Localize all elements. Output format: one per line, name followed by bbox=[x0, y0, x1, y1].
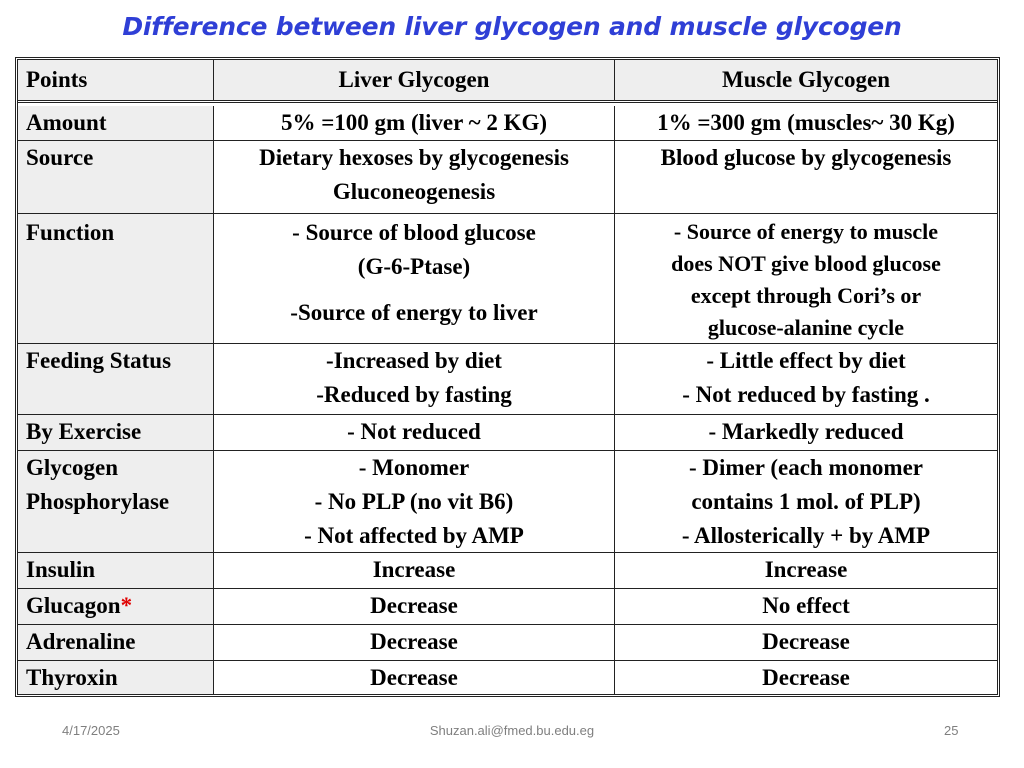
table-row-glycogen-phosphorylase: Glycogen Phosphorylase - Monomer - No PL… bbox=[18, 451, 997, 553]
footer-date: 4/17/2025 bbox=[62, 723, 120, 738]
cell-text: (G-6-Ptase) bbox=[357, 254, 471, 279]
cell-text: Decrease bbox=[370, 593, 458, 618]
table-row-source: Source Dietary hexoses by glycogenesis G… bbox=[18, 141, 997, 214]
cell-text: Decrease bbox=[370, 629, 458, 654]
header-liver-glycogen: Liver Glycogen bbox=[214, 60, 615, 100]
table-row-function: Function - Source of blood glucose (G-6-… bbox=[18, 214, 997, 344]
cell-text: - Source of energy to muscle bbox=[673, 219, 939, 244]
liver-cell: -Increased by diet -Reduced by fasting bbox=[214, 344, 615, 414]
cell-text: No effect bbox=[762, 593, 850, 618]
cell-text: glucose-alanine cycle bbox=[707, 315, 905, 340]
liver-cell: Decrease bbox=[214, 625, 615, 660]
asterisk-marker: * bbox=[120, 593, 133, 618]
cell-text: - Monomer bbox=[358, 455, 470, 480]
cell-text: contains 1 mol. of PLP) bbox=[691, 489, 921, 514]
cell-text: Decrease bbox=[762, 629, 850, 654]
cell-text: does NOT give blood glucose bbox=[671, 251, 941, 276]
footer-page-number: 25 bbox=[944, 723, 959, 738]
row-label: Source bbox=[18, 141, 214, 213]
row-label-line: Glycogen bbox=[26, 455, 118, 480]
cell-text: Blood glucose by glycogenesis bbox=[660, 145, 952, 170]
header-points: Points bbox=[18, 60, 214, 100]
muscle-cell: No effect bbox=[615, 589, 997, 624]
cell-text: - Markedly reduced bbox=[708, 419, 904, 444]
liver-cell: 5% =100 gm (liver ~ 2 KG) bbox=[214, 106, 615, 140]
cell-text: Dietary hexoses by glycogenesis bbox=[259, 145, 569, 170]
liver-cell: Dietary hexoses by glycogenesis Gluconeo… bbox=[214, 141, 615, 213]
muscle-cell: Decrease bbox=[615, 661, 997, 694]
liver-cell: Decrease bbox=[214, 661, 615, 694]
table-row-thyroxin: Thyroxin Decrease Decrease bbox=[18, 661, 997, 694]
cell-text: - Not reduced bbox=[347, 419, 481, 444]
cell-text: 5% =100 gm (liver ~ 2 KG) bbox=[280, 110, 548, 135]
cell-text: - Allosterically + by AMP bbox=[681, 523, 931, 548]
table-row-by-exercise: By Exercise - Not reduced - Markedly red… bbox=[18, 415, 997, 451]
footer-email: Shuzan.ali@fmed.bu.edu.eg bbox=[429, 723, 595, 738]
cell-text: Decrease bbox=[370, 665, 458, 690]
muscle-cell: 1% =300 gm (muscles~ 30 Kg) bbox=[615, 106, 997, 140]
table-row-insulin: Insulin Increase Increase bbox=[18, 553, 997, 589]
cell-text: - No PLP (no vit B6) bbox=[314, 489, 514, 514]
table-row-glucagon: Glucagon* Decrease No effect bbox=[18, 589, 997, 625]
muscle-cell: Increase bbox=[615, 553, 997, 588]
cell-text: Increase bbox=[764, 557, 848, 582]
header-muscle-glycogen: Muscle Glycogen bbox=[615, 60, 997, 100]
table-row-amount: Amount 5% =100 gm (liver ~ 2 KG) 1% =300… bbox=[18, 106, 997, 141]
liver-cell: - Monomer - No PLP (no vit B6) - Not aff… bbox=[214, 451, 615, 552]
cell-text: - Not reduced by fasting . bbox=[682, 382, 930, 407]
comparison-table: Points Liver Glycogen Muscle Glycogen Am… bbox=[15, 57, 1000, 697]
muscle-cell: - Little effect by diet - Not reduced by… bbox=[615, 344, 997, 414]
liver-cell: Increase bbox=[214, 553, 615, 588]
muscle-cell: - Markedly reduced bbox=[615, 415, 997, 450]
muscle-cell: Decrease bbox=[615, 625, 997, 660]
liver-cell: - Source of blood glucose (G-6-Ptase) -S… bbox=[214, 214, 615, 343]
cell-text: -Increased by diet bbox=[326, 348, 502, 373]
cell-text: - Little effect by diet bbox=[706, 348, 906, 373]
muscle-cell: - Source of energy to muscle does NOT gi… bbox=[615, 214, 997, 343]
cell-text: Decrease bbox=[762, 665, 850, 690]
row-label: Insulin bbox=[18, 553, 214, 588]
muscle-cell: Blood glucose by glycogenesis bbox=[615, 141, 997, 213]
muscle-cell: - Dimer (each monomer contains 1 mol. of… bbox=[615, 451, 997, 552]
row-label: Function bbox=[18, 214, 214, 343]
table-row-adrenaline: Adrenaline Decrease Decrease bbox=[18, 625, 997, 661]
cell-text: Gluconeogenesis bbox=[332, 179, 496, 204]
cell-text: - Dimer (each monomer bbox=[689, 455, 923, 480]
row-label: Glucagon* bbox=[18, 589, 214, 624]
row-label: Adrenaline bbox=[18, 625, 214, 660]
row-label: By Exercise bbox=[18, 415, 214, 450]
cell-text: - Source of blood glucose bbox=[292, 220, 536, 245]
row-label: Amount bbox=[18, 106, 214, 140]
cell-text: -Reduced by fasting bbox=[316, 382, 512, 407]
table-header-row: Points Liver Glycogen Muscle Glycogen bbox=[18, 60, 997, 103]
cell-text: except through Cori’s or bbox=[690, 283, 922, 308]
cell-text: - Not affected by AMP bbox=[304, 523, 524, 548]
cell-text: 1% =300 gm (muscles~ 30 Kg) bbox=[657, 110, 955, 135]
row-label-line: Phosphorylase bbox=[26, 489, 170, 514]
liver-cell: Decrease bbox=[214, 589, 615, 624]
row-label: Glycogen Phosphorylase bbox=[18, 451, 214, 552]
row-label: Thyroxin bbox=[18, 661, 214, 694]
row-label: Feeding Status bbox=[18, 344, 214, 414]
table-row-feeding-status: Feeding Status -Increased by diet -Reduc… bbox=[18, 344, 997, 415]
liver-cell: - Not reduced bbox=[214, 415, 615, 450]
cell-text: -Source of energy to liver bbox=[290, 300, 538, 325]
cell-text: Increase bbox=[372, 557, 456, 582]
row-label-text: Glucagon bbox=[26, 593, 121, 618]
slide-title: Difference between liver glycogen and mu… bbox=[122, 12, 902, 41]
